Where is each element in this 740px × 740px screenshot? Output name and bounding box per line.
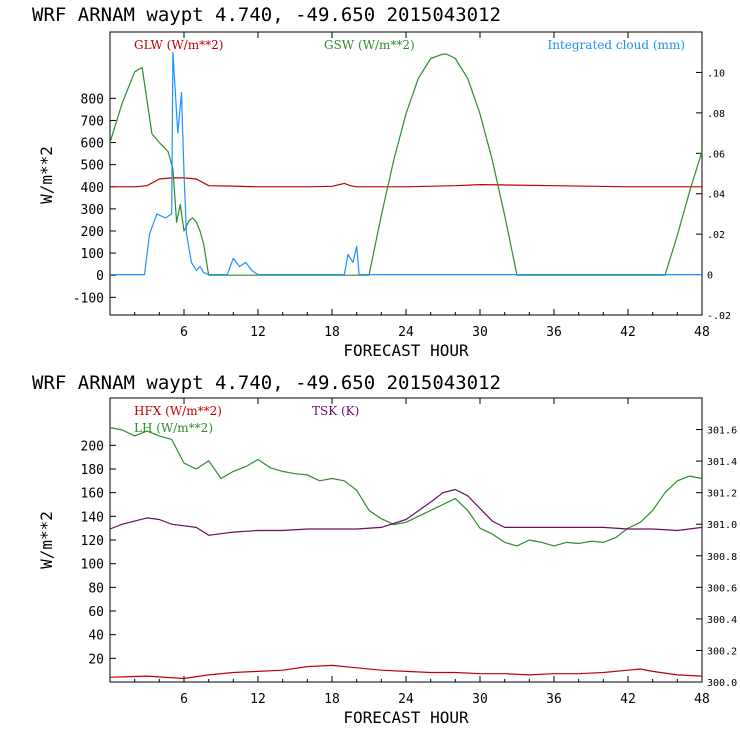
y-tick-label: 60 [88, 605, 104, 620]
legend-label-0: HFX (W/m**2) [134, 404, 222, 418]
y-tick-label: 0 [96, 269, 104, 284]
series-line-2 [110, 51, 702, 276]
y2-tick-label: 301.4 [707, 457, 737, 468]
y2-tick-label: 300.2 [707, 646, 737, 657]
y-tick-label: 800 [81, 92, 104, 107]
series-line-0 [109, 664, 703, 680]
x-tick-label: 42 [620, 325, 636, 340]
y-tick-label: 20 [88, 652, 104, 667]
y2-tick-label: .02 [707, 230, 725, 241]
x-tick-label: 48 [694, 692, 710, 707]
y-tick-label: 300 [81, 203, 104, 218]
y-axis-label: W/m**2 [37, 146, 56, 204]
x-axis-label: FORECAST HOUR [343, 341, 469, 360]
y-tick-label: 160 [81, 487, 104, 502]
legend-label-1: LH (W/m**2) [134, 421, 213, 435]
y-tick-label: 200 [81, 225, 104, 240]
y2-tick-label: -.02 [707, 311, 731, 322]
series-line-0 [110, 177, 702, 188]
chart-title: WRF ARNAM waypt 4.740, -49.650 201504301… [32, 4, 501, 26]
x-tick-label: 12 [250, 692, 266, 707]
y-tick-label: 400 [81, 181, 104, 196]
chart-title: WRF ARNAM waypt 4.740, -49.650 201504301… [32, 372, 501, 394]
x-tick-label: 12 [250, 325, 266, 340]
y2-tick-label: .10 [707, 68, 725, 79]
legend-label-2: TSK (K) [312, 404, 359, 418]
y2-tick-label: .06 [707, 149, 725, 160]
y2-tick-label: 300.0 [707, 678, 737, 689]
x-tick-label: 30 [472, 692, 488, 707]
x-tick-label: 48 [694, 325, 710, 340]
legend-label-2: Integrated cloud (mm) [547, 38, 685, 52]
y-tick-label: 200 [81, 439, 104, 454]
y2-tick-label: 301.6 [707, 426, 737, 437]
y-tick-label: 700 [81, 114, 104, 129]
y-tick-label: 600 [81, 137, 104, 152]
x-tick-label: 24 [398, 325, 414, 340]
x-axis-label: FORECAST HOUR [343, 708, 469, 727]
y2-tick-label: 300.4 [707, 615, 737, 626]
x-tick-label: 24 [398, 692, 414, 707]
y2-tick-label: .08 [707, 109, 725, 120]
x-tick-label: 36 [546, 692, 562, 707]
series-line-2 [109, 488, 703, 536]
legend-label-0: GLW (W/m**2) [134, 38, 223, 52]
y-tick-label: 40 [88, 629, 104, 644]
legend-label-1: GSW (W/m**2) [324, 38, 415, 52]
y2-tick-label: 301.0 [707, 520, 737, 531]
series-line-1 [109, 53, 703, 276]
y-tick-label: 100 [81, 558, 104, 573]
y-tick-label: 500 [81, 159, 104, 174]
x-tick-label: 36 [546, 325, 562, 340]
x-tick-label: 6 [180, 692, 188, 707]
x-tick-label: 18 [324, 325, 340, 340]
y2-tick-label: 0 [707, 271, 713, 282]
y2-tick-label: 300.8 [707, 552, 737, 563]
y2-tick-label: .04 [707, 190, 725, 201]
y-tick-label: 80 [88, 581, 104, 596]
plot-frame [109, 397, 703, 683]
y-axis-label: W/m**2 [37, 511, 56, 569]
plot-frame [109, 31, 703, 316]
x-tick-label: 6 [180, 325, 188, 340]
y2-tick-label: 301.2 [707, 489, 737, 500]
x-tick-label: 42 [620, 692, 636, 707]
y-tick-label: 140 [81, 510, 104, 525]
x-tick-label: 18 [324, 692, 340, 707]
y2-tick-label: 300.6 [707, 583, 737, 594]
y-tick-label: 100 [81, 247, 104, 262]
y-tick-label: 180 [81, 463, 104, 478]
y-tick-label: 120 [81, 534, 104, 549]
y-tick-label: -100 [73, 291, 104, 306]
series-line-1 [109, 427, 703, 547]
x-tick-label: 30 [472, 325, 488, 340]
